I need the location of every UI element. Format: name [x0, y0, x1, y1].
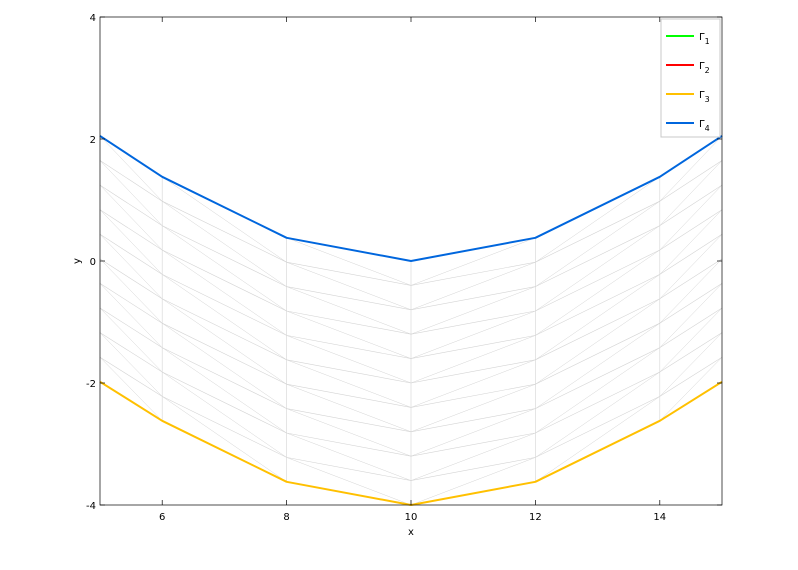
mesh-diagonal-line: [410, 383, 536, 433]
mesh-diagonal-line: [410, 335, 536, 384]
legend-subscript: 4: [705, 124, 710, 133]
mesh-diagonal-line: [535, 176, 660, 263]
mesh-diagonal-line: [162, 347, 287, 434]
x-tick-label: 6: [159, 512, 165, 523]
x-tick-label: 14: [653, 512, 666, 523]
x-tick-label: 8: [283, 512, 289, 523]
mesh: [99, 135, 723, 506]
mesh-diagonal-line: [410, 457, 536, 506]
mesh-diagonal-line: [410, 261, 536, 311]
mesh-diagonal-line: [535, 225, 660, 312]
mesh-diagonal-line: [162, 371, 287, 458]
mesh-diagonal-line: [162, 249, 287, 336]
mesh-diagonal-line: [535, 396, 660, 483]
mesh-diagonal-line: [99, 160, 163, 226]
mesh-diagonal-line: [286, 457, 412, 506]
mesh-diagonal-line: [99, 307, 163, 373]
y-tick-label: -2: [86, 379, 96, 390]
mesh-diagonal-line: [162, 298, 287, 385]
mesh-diagonal-line: [286, 408, 412, 457]
mesh-diagonal-line: [535, 249, 660, 336]
mesh-diagonal-line: [659, 307, 723, 373]
mesh-diagonal-line: [659, 283, 723, 348]
mesh-diagonal-line: [535, 298, 660, 385]
mesh-diagonal-line: [535, 371, 660, 458]
legend-label-gamma-1: Γ1: [699, 32, 710, 46]
mesh-diagonal-line: [99, 209, 163, 275]
mesh-diagonal-line: [286, 432, 412, 481]
x-axis: 6 8 10 12 14: [159, 17, 666, 523]
mesh-diagonal-line: [410, 310, 536, 359]
mesh-diagonal-line: [286, 310, 412, 359]
y-axis: -4 -2 0 2 4: [86, 13, 722, 512]
y-tick-label: 4: [90, 13, 96, 24]
legend-box: [660, 18, 721, 138]
mesh-diagonal-line: [535, 347, 660, 434]
legend-label-gamma-2: Γ2: [699, 61, 710, 75]
mesh-diagonal-line: [659, 234, 723, 299]
legend: Γ1 Γ2 Γ3 Γ4: [660, 18, 721, 138]
mesh-diagonal-line: [99, 234, 163, 299]
mesh-diagonal-line: [410, 237, 536, 286]
series-line-gamma-4: [99, 135, 723, 262]
mesh-diagonal-line: [659, 184, 723, 251]
mesh-diagonal-line: [99, 357, 163, 421]
mesh-diagonal-line: [162, 396, 287, 483]
legend-subscript: 2: [705, 66, 710, 75]
mesh-diagonal-line: [162, 274, 287, 361]
legend-subscript: 1: [705, 37, 710, 46]
mesh-diagonal-line: [99, 283, 163, 348]
mesh-diagonal-line: [659, 135, 723, 202]
y-tick-label: -4: [86, 501, 96, 512]
y-tick-label: 0: [90, 257, 96, 268]
mesh-diagonal-line: [659, 258, 723, 324]
mesh-diagonal-line: [99, 258, 163, 324]
y-tick-label: 2: [90, 135, 96, 146]
mesh-diagonal-line: [410, 432, 536, 481]
x-tick-label: 12: [529, 512, 542, 523]
legend-subscript: 3: [705, 95, 710, 104]
mesh-diagonal-line: [162, 176, 287, 263]
y-axis-label: y: [72, 258, 83, 264]
mesh-diagonal-line: [659, 357, 723, 421]
mesh-diagonal-line: [286, 286, 412, 335]
mesh-diagonal-line: [286, 237, 412, 286]
mesh-diagonal-line: [99, 332, 163, 397]
mesh-diagonal-line: [659, 160, 723, 226]
mesh-diagonal-line: [162, 225, 287, 312]
mesh-diagonal-line: [286, 359, 412, 408]
mesh-diagonal-line: [99, 135, 163, 202]
x-tick-label: 10: [405, 512, 418, 523]
mesh-diagonal-line: [535, 274, 660, 361]
mesh-diagonal-line: [286, 383, 412, 433]
mesh-diagonal-line: [410, 359, 536, 408]
mesh-diagonal-line: [99, 184, 163, 251]
mesh-diagonal-line: [535, 201, 660, 287]
mesh-diagonal-line: [535, 323, 660, 409]
legend-label-gamma-4: Γ4: [699, 119, 710, 133]
mesh-diagonal-line: [162, 201, 287, 287]
mesh-diagonal-line: [659, 332, 723, 397]
mesh-diagonal-line: [659, 209, 723, 275]
mesh-diagonal-line: [410, 408, 536, 457]
x-axis-label: x: [408, 527, 414, 538]
mesh-diagonal-line: [410, 286, 536, 335]
legend-label-gamma-3: Γ3: [699, 90, 710, 104]
mesh-diagonal-line: [286, 261, 412, 311]
mesh-diagonal-line: [162, 323, 287, 409]
mesh-diagonal-line: [286, 335, 412, 384]
